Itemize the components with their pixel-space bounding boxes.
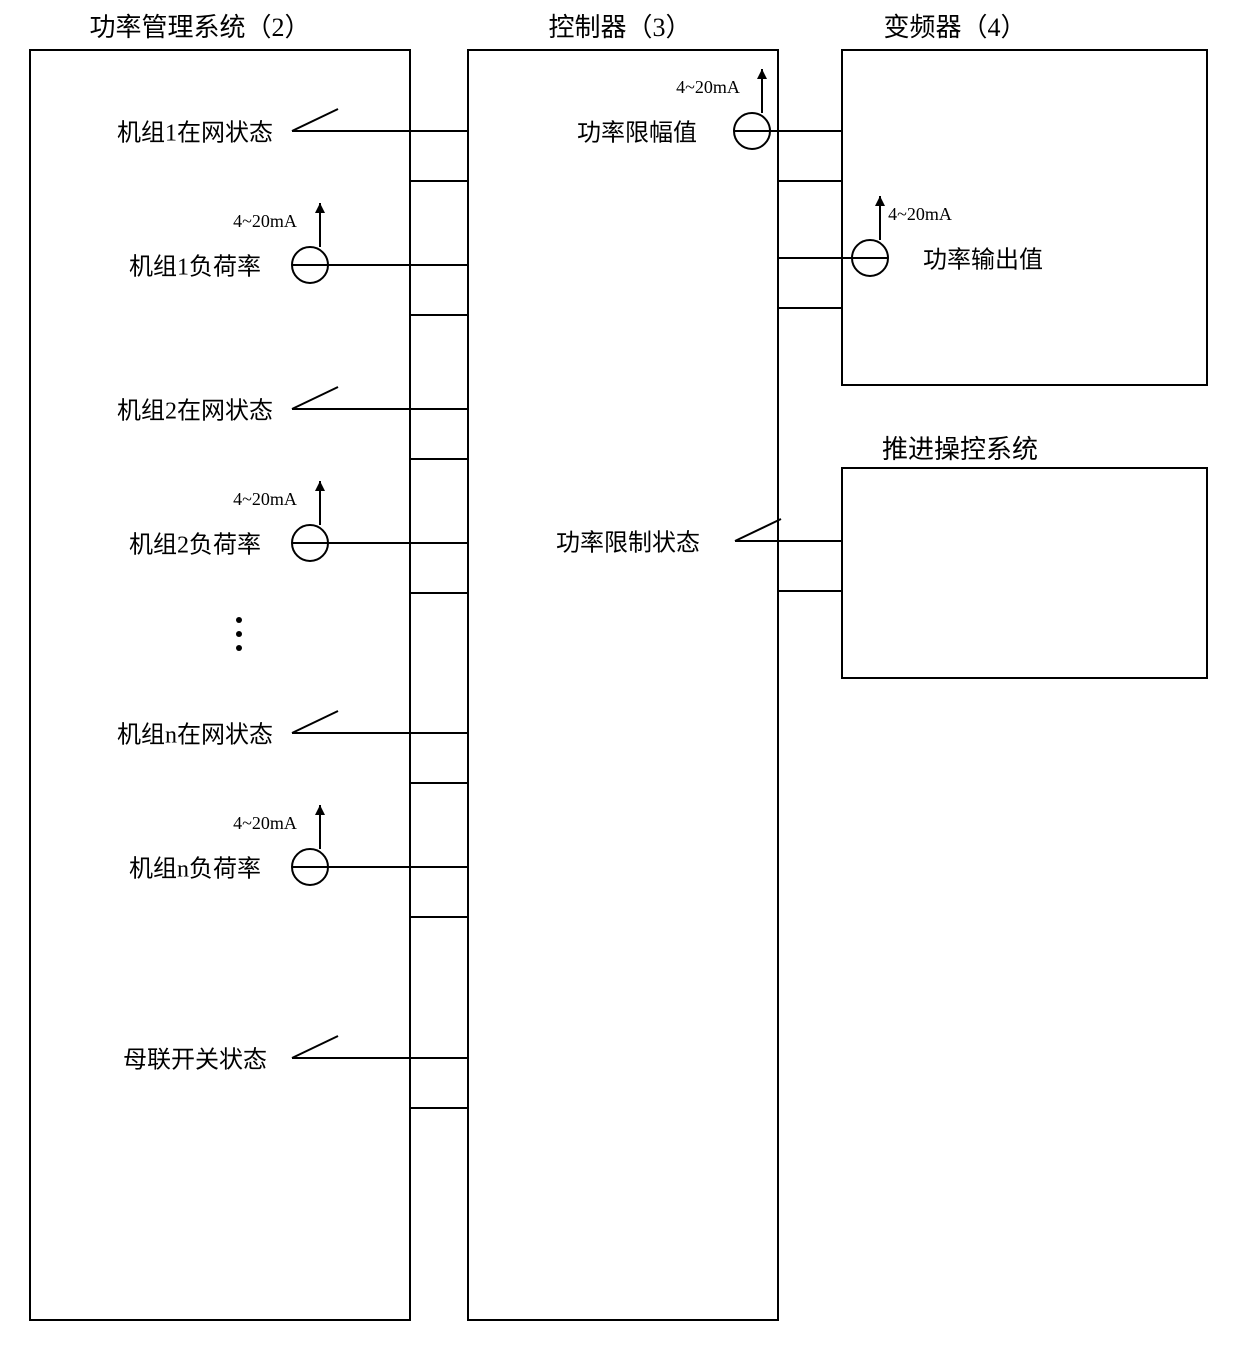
ellipsis-dot	[236, 631, 242, 637]
title-pms: 功率管理系统（2）	[89, 13, 310, 42]
signal-label: 母联开关状态	[123, 1047, 267, 1074]
limit-value-label: 功率限幅值	[577, 120, 697, 147]
signal-label: 机组2负荷率	[129, 532, 261, 559]
box-propulsion	[842, 468, 1207, 678]
signal-label: 机组n负荷率	[129, 856, 261, 883]
signal-range: 4~20mA	[233, 813, 297, 833]
title-controller: 控制器（3）	[548, 13, 691, 42]
signal-range: 4~20mA	[233, 211, 297, 231]
title-vfd: 变频器（4）	[883, 13, 1026, 42]
title-propulsion: 推进操控系统	[882, 435, 1038, 464]
signal-label: 机组2在网状态	[117, 398, 273, 425]
limit-value-range: 4~20mA	[676, 77, 740, 97]
ellipsis-dot	[236, 645, 242, 651]
signal-label: 机组n在网状态	[117, 722, 273, 749]
ellipsis-dot	[236, 617, 242, 623]
output-value-range: 4~20mA	[888, 204, 952, 224]
signal-label: 机组1在网状态	[117, 120, 273, 147]
limit-status-label: 功率限制状态	[556, 530, 700, 557]
signal-label: 机组1负荷率	[129, 254, 261, 281]
signal-range: 4~20mA	[233, 489, 297, 509]
box-controller	[468, 50, 778, 1320]
output-value-label: 功率输出值	[923, 247, 1043, 274]
box-pms	[30, 50, 410, 1320]
